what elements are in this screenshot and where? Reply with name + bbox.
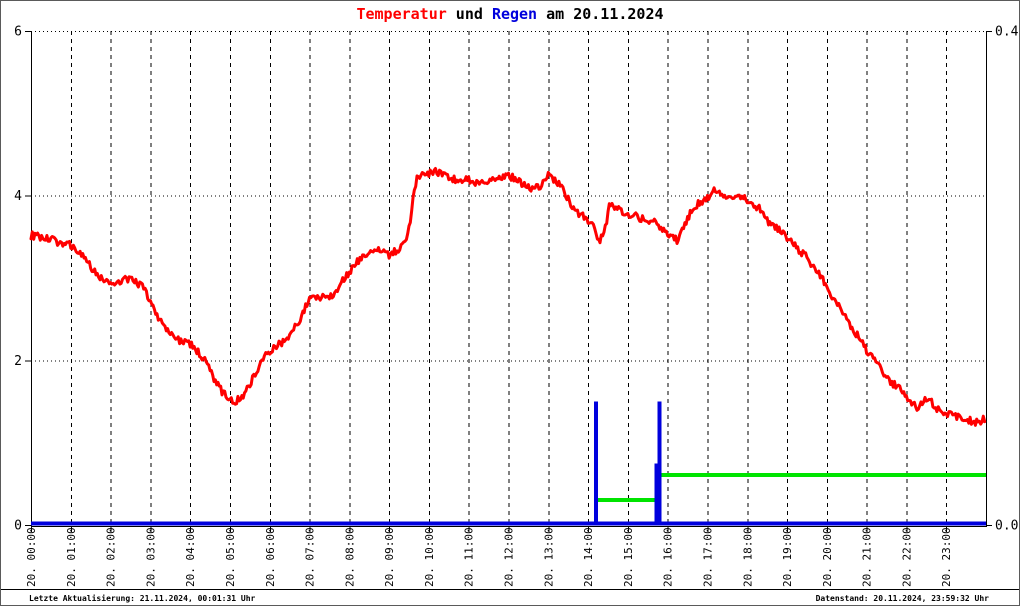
chart-canvas: 0 2 4 6 0.0 0.4 20. 00:00 20. 01:00 20. 02:00 20.… — [14, 25, 1019, 588]
title-und-word: und — [446, 5, 492, 23]
x-tick-label: 20. 21:00 — [861, 527, 874, 587]
title-rain-word: Regen — [491, 5, 538, 23]
x-tick-label: 20. 11:00 — [463, 527, 476, 587]
y-tick-label-left: 4 — [14, 189, 22, 204]
y-tick-label-left: 0 — [14, 519, 22, 534]
x-tick-label: 20. 08:00 — [343, 527, 356, 587]
title-temperature-word: Temperatur — [356, 5, 447, 23]
x-tick-label: 20. 15:00 — [622, 527, 635, 587]
x-tick-label: 20. 05:00 — [224, 527, 237, 587]
x-tick-label: 20. 02:00 — [105, 527, 118, 587]
x-tick-label: 20. 17:00 — [701, 527, 714, 587]
y-tick-label-left: 2 — [14, 354, 22, 369]
x-tick-label: 20. 01:00 — [65, 527, 78, 587]
x-tick-label: 20. 03:00 — [144, 527, 157, 587]
x-tick-label: 20. 06:00 — [264, 527, 277, 587]
title-date: am 20.11.2024 — [537, 5, 664, 23]
x-tick-label: 20. 10:00 — [423, 527, 436, 587]
x-tick-label: 20. 12:00 — [503, 527, 516, 587]
chart-title: Temperatur und Regen am 20.11.2024 — [1, 5, 1019, 23]
x-tick-label: 20. 14:00 — [582, 527, 595, 587]
x-tick-label: 20. 04:00 — [184, 527, 197, 587]
x-tick-label: 20. 00:00 — [25, 527, 38, 587]
x-tick-label: 20. 09:00 — [383, 527, 396, 587]
y-tick-label-left: 6 — [14, 25, 22, 40]
x-tick-label: 20. 19:00 — [781, 527, 794, 587]
x-tick-label: 20. 23:00 — [940, 527, 953, 587]
x-tick-label: 20. 20:00 — [821, 527, 834, 587]
x-tick-label: 20. 13:00 — [542, 527, 555, 587]
x-tick-label: 20. 18:00 — [741, 527, 754, 587]
last-update-label: Letzte Aktualisierung: 21.11.2024, 00:01… — [29, 593, 256, 603]
y-tick-label-right: 0.4 — [995, 25, 1019, 40]
y-tick-label-right: 0.0 — [995, 519, 1018, 534]
status-bar: Letzte Aktualisierung: 21.11.2024, 00:01… — [1, 589, 1019, 605]
x-tick-label: 20. 22:00 — [900, 527, 913, 587]
temperature-line — [29, 167, 987, 427]
x-tick-label: 20. 16:00 — [662, 527, 675, 587]
data-timestamp-label: Datenstand: 20.11.2024, 23:59:32 Uhr — [815, 593, 989, 603]
x-tick-label: 20. 07:00 — [304, 527, 317, 587]
